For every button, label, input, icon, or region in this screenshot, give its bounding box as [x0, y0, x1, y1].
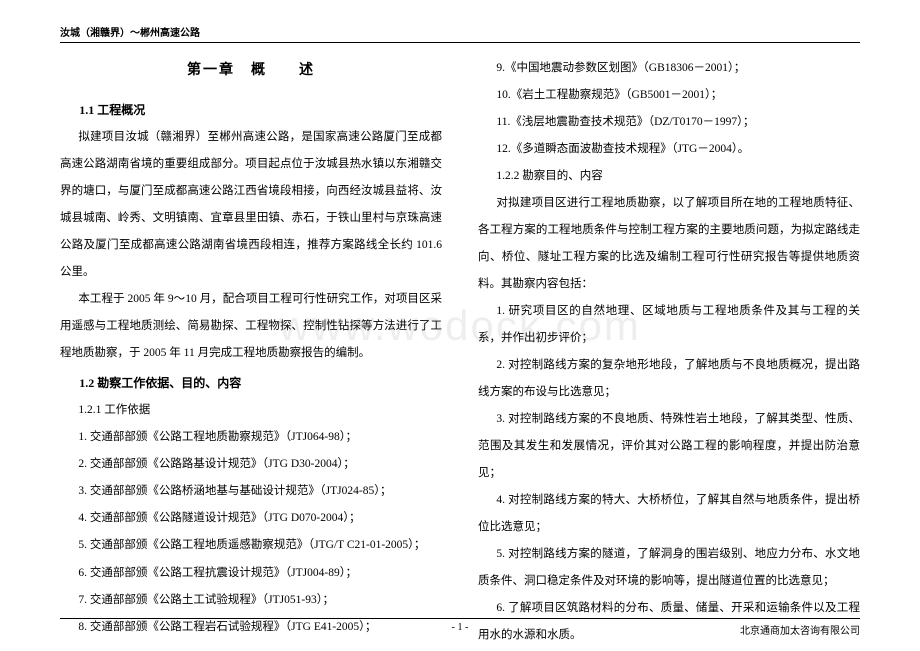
list-item: 4. 对控制路线方案的特大、大桥桥位，了解其自然与地质条件，提出桥位比选意见； — [478, 487, 860, 541]
section-1-2: 1.2 勘察工作依据、目的、内容 — [60, 369, 442, 397]
document-page: 汝城（湘赣界）～郴州高速公路 www.wodock.com 第一章 概 述 1.… — [0, 0, 920, 651]
section-1-1: 1.1 工程概况 — [60, 96, 442, 124]
paragraph: 本工程于 2005 年 9～10 月，配合项目工程可行性研究工作，对项目区采用遥… — [60, 286, 442, 367]
subsection-1-2-2: 1.2.2 勘察目的、内容 — [478, 163, 860, 190]
list-item: 7. 交通部部颁《公路土工试验规程》（JTJ051-93）； — [60, 587, 442, 614]
right-column: 9.《中国地震动参数区划图》（GB18306－2001）； 10.《岩土工程勘察… — [478, 55, 860, 595]
list-item: 10.《岩土工程勘察规范》（GB5001－2001）； — [478, 82, 860, 109]
list-item: 11.《浅层地震勘查技术规范》（DZ/T0170－1997）； — [478, 109, 860, 136]
list-item: 1. 交通部部颁《公路工程地质勘察规范》（JTJ064-98）； — [60, 424, 442, 451]
list-item: 5. 对控制路线方案的隧道，了解洞身的围岩级别、地应力分布、水文地质条件、洞口稳… — [478, 541, 860, 595]
list-item: 3. 对控制路线方案的不良地质、特殊性岩土地段，了解其类型、性质、范围及其发生和… — [478, 406, 860, 487]
list-item: 4. 交通部部颁《公路隧道设计规范》（JTG D070-2004）； — [60, 505, 442, 532]
footer: - 1 - 北京通商加太咨询有限公司 — [60, 618, 860, 637]
list-item: 9.《中国地震动参数区划图》（GB18306－2001）； — [478, 55, 860, 82]
paragraph: 对拟建项目区进行工程地质勘察，以了解项目所在地的工程地质特征、各工程方案的工程地… — [478, 190, 860, 298]
header-title: 汝城（湘赣界）～郴州高速公路 — [60, 24, 860, 39]
list-item: 5. 交通部部颁《公路工程地质遥感勘察规范》（JTG/T C21-01-2005… — [60, 532, 442, 559]
list-item: 2. 交通部部颁《公路路基设计规范》（JTG D30-2004）； — [60, 451, 442, 478]
footer-company: 北京通商加太咨询有限公司 — [740, 622, 860, 637]
left-column: 第一章 概 述 1.1 工程概况 拟建项目汝城（赣湘界）至郴州高速公路，是国家高… — [60, 55, 442, 595]
header-rule: 汝城（湘赣界）～郴州高速公路 — [60, 24, 860, 43]
list-item: 3. 交通部部颁《公路桥涵地基与基础设计规范》（JTJ024-85）； — [60, 478, 442, 505]
list-item: 12.《多道瞬态面波勘查技术规程》（JTG－2004）。 — [478, 136, 860, 163]
content-columns: 第一章 概 述 1.1 工程概况 拟建项目汝城（赣湘界）至郴州高速公路，是国家高… — [60, 55, 860, 595]
chapter-title: 第一章 概 述 — [60, 55, 442, 88]
list-item: 1. 研究项目区的自然地理、区域地质与工程地质条件及其与工程的关系，并作出初步评… — [478, 298, 860, 352]
list-item: 6. 交通部部颁《公路工程抗震设计规范》（JTJ004-89）； — [60, 560, 442, 587]
list-item: 2. 对控制路线方案的复杂地形地段，了解地质与不良地质概况，提出路线方案的布设与… — [478, 352, 860, 406]
paragraph: 拟建项目汝城（赣湘界）至郴州高速公路，是国家高速公路厦门至成都高速公路湖南省境的… — [60, 124, 442, 286]
page-number: - 1 - — [452, 622, 469, 633]
subsection-1-2-1: 1.2.1 工作依据 — [60, 397, 442, 424]
